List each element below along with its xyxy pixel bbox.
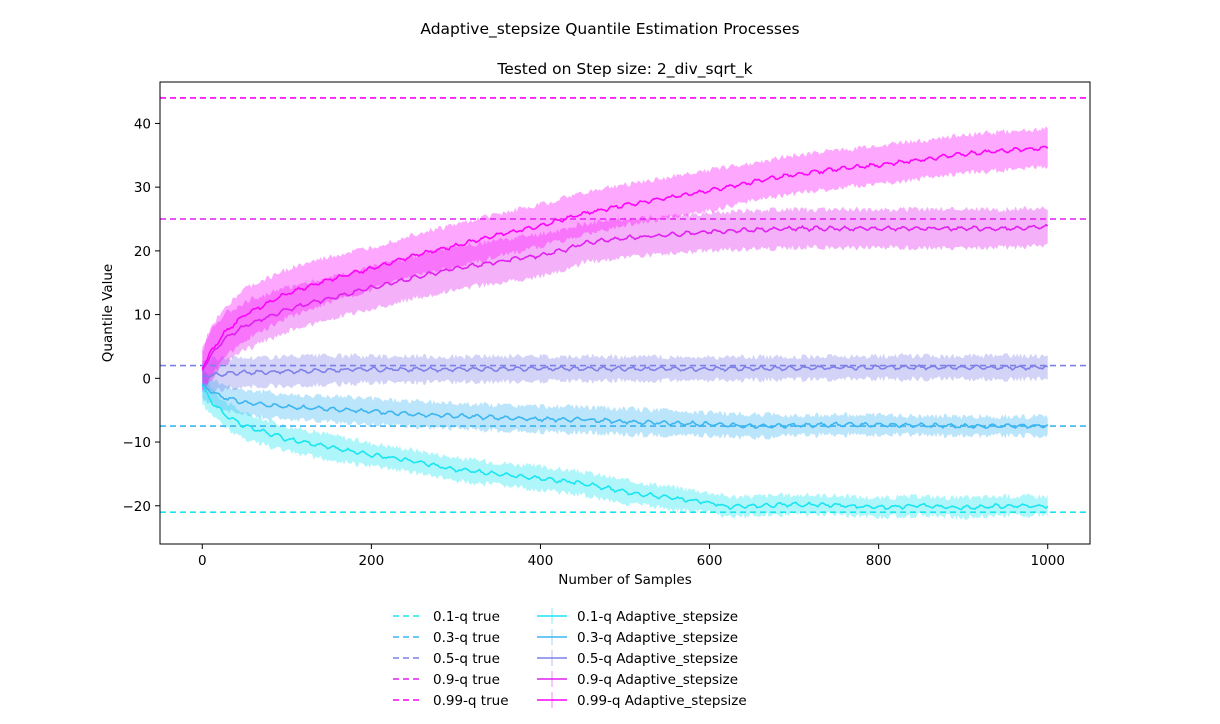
legend-label-true-1: 0.3-q true	[433, 630, 500, 646]
legend-label-series-2: 0.5-q Adaptive_stepsize	[577, 651, 738, 667]
legend-label-true-3: 0.9-q true	[433, 672, 500, 688]
y-tick-label: −20	[123, 499, 152, 515]
x-tick-label: 0	[198, 553, 207, 569]
legend-label-true-2: 0.5-q true	[433, 651, 500, 667]
x-tick-label: 1000	[1031, 553, 1065, 569]
x-tick-label: 200	[358, 553, 384, 569]
legend-label-true-0: 0.1-q true	[433, 609, 500, 625]
legend-label-series-4: 0.99-q Adaptive_stepsize	[577, 693, 747, 709]
y-tick-label: 20	[134, 244, 151, 260]
y-axis-label: Quantile Value	[100, 264, 116, 362]
chart-title: Tested on Step size: 2_div_sqrt_k	[496, 60, 752, 79]
y-tick-label: 30	[134, 180, 151, 196]
legend-label-series-3: 0.9-q Adaptive_stepsize	[577, 672, 738, 688]
band-series-0	[202, 363, 1047, 520]
x-tick-label: 800	[866, 553, 892, 569]
legend: 0.1-q true 0.3-q true 0.5-q true 0.9-q true…	[393, 608, 747, 709]
x-tick-label: 400	[528, 553, 554, 569]
y-tick-label: 0	[142, 371, 151, 387]
legend-label-true-4: 0.99-q true	[433, 693, 509, 709]
band-series-2	[202, 353, 1047, 393]
y-tick-label: 40	[134, 116, 151, 132]
y-axis-ticks: −20 −10 0 10 20 30 40	[123, 116, 161, 514]
x-tick-label: 600	[697, 553, 723, 569]
legend-label-series-0: 0.1-q Adaptive_stepsize	[577, 609, 738, 625]
y-tick-label: −10	[123, 435, 152, 451]
legend-label-series-1: 0.3-q Adaptive_stepsize	[577, 630, 738, 646]
x-axis-label: Number of Samples	[558, 572, 691, 588]
y-tick-label: 10	[134, 308, 151, 324]
x-axis-ticks: 0 200 400 600 800 1000	[198, 544, 1065, 569]
figure-suptitle: Adaptive_stepsize Quantile Estimation Pr…	[420, 20, 799, 39]
confidence-bands	[202, 126, 1047, 519]
